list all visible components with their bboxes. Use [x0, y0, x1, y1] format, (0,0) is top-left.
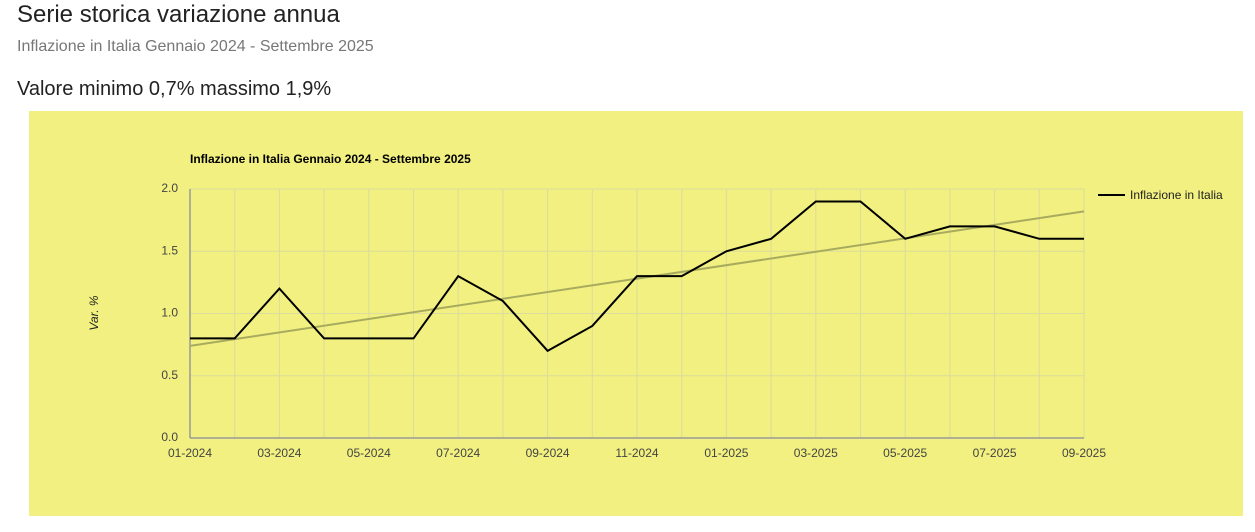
- x-tick-label: 03-2024: [257, 446, 301, 460]
- y-tick-label: 0.5: [161, 368, 178, 382]
- summary: Valore minimo 0,7% massimo 1,9%: [17, 78, 332, 100]
- y-axis-label: Var. %: [87, 295, 101, 330]
- x-tick-label: 01-2024: [168, 446, 212, 460]
- x-tick-label: 03-2025: [794, 446, 838, 460]
- series-line: [190, 200, 1084, 353]
- y-tick-label: 0.0: [161, 430, 178, 444]
- x-tick-label: 07-2024: [436, 446, 480, 460]
- trendline: [189, 210, 1085, 347]
- x-tick-label: 01-2025: [704, 446, 748, 460]
- page-subtitle: Inflazione in Italia Gennaio 2024 - Sett…: [17, 38, 374, 55]
- y-tick-label: 1.5: [161, 243, 178, 257]
- page-title: Serie storica variazione annua: [17, 1, 340, 28]
- x-tick-label: 05-2024: [347, 446, 391, 460]
- y-tick-label: 2.0: [161, 181, 178, 195]
- y-tick-label: 1.0: [161, 306, 178, 320]
- x-tick-label: 09-2024: [526, 446, 570, 460]
- chart-title: Inflazione in Italia Gennaio 2024 - Sett…: [190, 152, 471, 166]
- legend-label: Inflazione in Italia: [1130, 188, 1223, 202]
- x-tick-label: 11-2024: [615, 446, 658, 460]
- x-tick-label: 07-2025: [973, 446, 1017, 460]
- x-tick-label: 09-2025: [1062, 446, 1106, 460]
- x-tick-label: 05-2025: [883, 446, 927, 460]
